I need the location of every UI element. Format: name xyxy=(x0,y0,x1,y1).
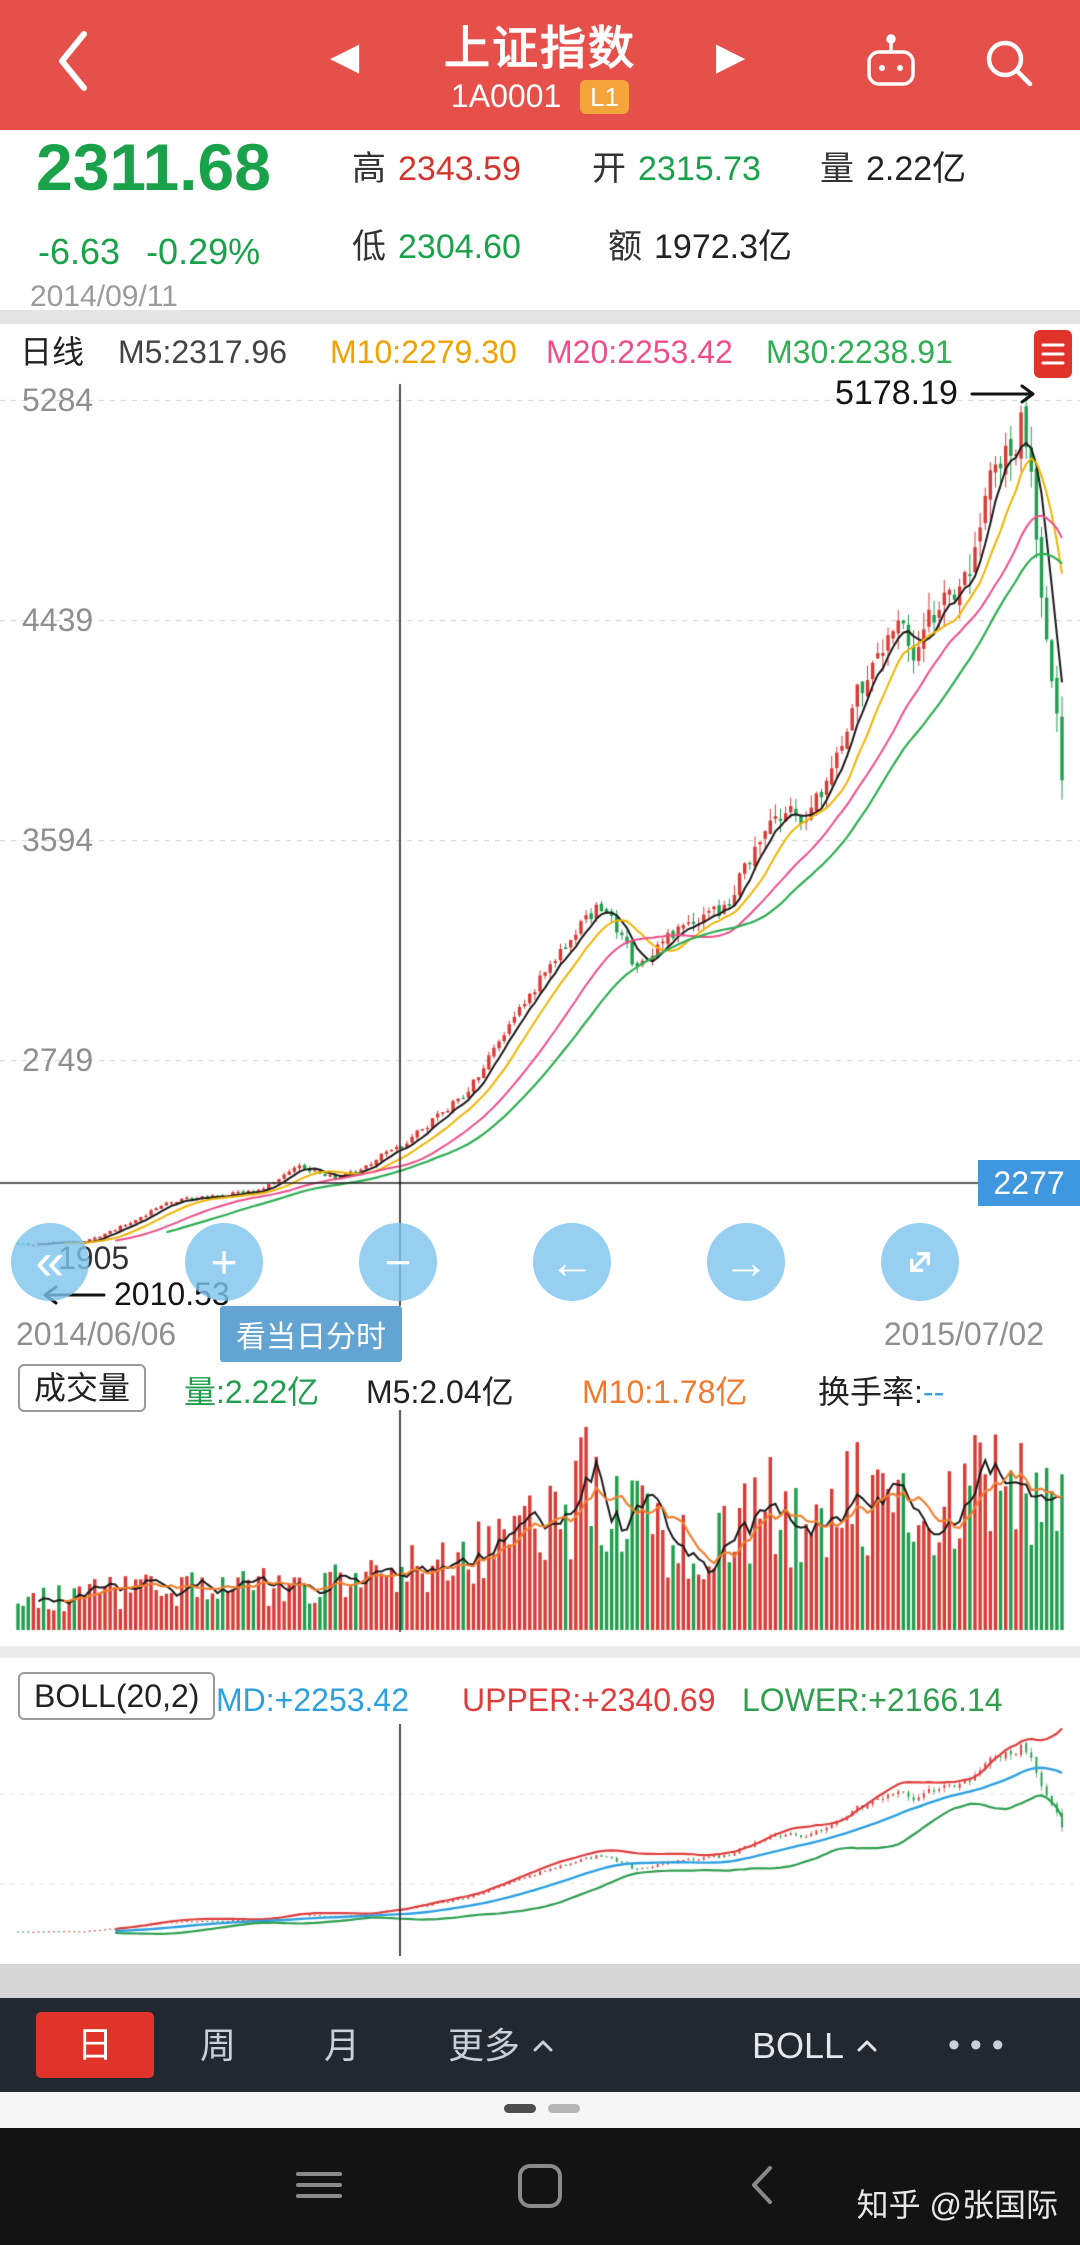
page-dot xyxy=(548,2104,580,2113)
turnover: 换手率:-- xyxy=(818,1376,944,1408)
amount-label: 额 xyxy=(608,228,642,266)
rewind-button[interactable]: « xyxy=(11,1223,89,1301)
boll-upper: UPPER:+2340.69 xyxy=(462,1682,716,1718)
home-icon[interactable] xyxy=(518,2164,562,2208)
system-nav-bar xyxy=(0,2128,1080,2245)
pan-left-button[interactable]: ← xyxy=(533,1223,611,1301)
ma20-value: M20:2253.42 xyxy=(546,334,733,370)
next-stock-icon[interactable]: ▶ xyxy=(716,36,746,78)
quote-open: 开 2315.73 xyxy=(592,152,761,186)
ma30-value: M30:2238.91 xyxy=(766,334,953,370)
page-indicator-strip xyxy=(0,2092,1080,2128)
header-bar: ◀ 上证指数 ▶ 1A0001 L1 xyxy=(0,0,1080,130)
quote-amount: 额 1972.3亿 xyxy=(608,230,792,264)
price-change: -6.63 xyxy=(38,231,121,272)
turnover-label: 换手率: xyxy=(818,1374,923,1410)
quote-date: 2014/09/11 xyxy=(30,280,178,313)
pan-right-button[interactable]: → xyxy=(707,1223,785,1301)
volume-ma10: M10:1.78亿 xyxy=(582,1374,748,1410)
page-dot-active xyxy=(504,2104,536,2113)
y-axis-label: 3594 xyxy=(22,822,94,858)
price-change-pct: -0.29% xyxy=(146,231,261,272)
ma5-value: M5:2317.96 xyxy=(118,334,288,370)
indicator-settings-badge[interactable] xyxy=(1034,330,1072,378)
y-axis-label: 5284 xyxy=(22,382,94,418)
y-axis-label: 4439 xyxy=(22,602,94,638)
back-chevron-icon[interactable] xyxy=(52,28,96,94)
indicator-selector[interactable]: BOLL xyxy=(752,2028,878,2064)
open-value: 2315.73 xyxy=(638,150,761,188)
tab-more-label: 更多 xyxy=(448,2025,521,2066)
boll-pane-title[interactable]: BOLL(20,2) xyxy=(18,1672,216,1720)
tab-day[interactable]: 日 xyxy=(36,2012,154,2078)
indicator-selector-label: BOLL xyxy=(752,2025,845,2066)
price-change-row: -6.63 -0.29% xyxy=(38,234,286,270)
prev-stock-icon[interactable]: ◀ xyxy=(330,36,360,78)
high-value: 2343.59 xyxy=(398,150,521,188)
arrow-right-icon xyxy=(970,384,1035,403)
main-chart-canvas[interactable] xyxy=(0,380,1080,1310)
divider-band xyxy=(0,310,1080,324)
search-icon[interactable] xyxy=(976,30,1042,96)
volume-ma5: M5:2.04亿 xyxy=(366,1374,514,1410)
zoom-in-button[interactable]: + xyxy=(185,1223,263,1301)
quote-grade-badge: L1 xyxy=(580,79,630,114)
quote-volume: 量 2.22亿 xyxy=(820,152,966,186)
tab-month[interactable]: 月 xyxy=(324,2025,361,2066)
chevron-up-icon xyxy=(857,2040,877,2052)
amount-value: 1972.3亿 xyxy=(654,228,792,266)
x-axis-date-start: 2014/06/06 xyxy=(16,1316,177,1352)
turnover-value: -- xyxy=(922,1374,945,1410)
last-price: 2311.68 xyxy=(36,130,271,204)
volume-pane-title[interactable]: 成交量 xyxy=(18,1364,147,1412)
open-label: 开 xyxy=(592,150,626,188)
low-label: 低 xyxy=(352,228,386,266)
zoom-out-button[interactable]: − xyxy=(359,1223,437,1301)
menu-icon[interactable] xyxy=(296,2172,342,2200)
boll-md: MD:+2253.42 xyxy=(216,1682,410,1718)
volume-label: 量 xyxy=(820,150,854,188)
quote-low: 低 2304.60 xyxy=(352,230,521,264)
boll-lower: LOWER:+2166.14 xyxy=(742,1682,1003,1718)
tab-more[interactable]: 更多 xyxy=(448,2028,554,2064)
y-axis-label: 2749 xyxy=(22,1042,94,1078)
pan-right-icon: → xyxy=(723,1236,769,1288)
peak-value: 5178.19 xyxy=(835,374,958,412)
period-label[interactable]: 日线 xyxy=(20,334,85,370)
volume-current: 量:2.22亿 xyxy=(184,1374,320,1410)
crosshair-price-badge: 2277 xyxy=(978,1160,1080,1206)
stock-code: 1A0001 xyxy=(450,78,562,115)
zoom-out-icon: − xyxy=(384,1236,412,1288)
pan-left-icon: ← xyxy=(549,1236,595,1288)
peak-annotation: 5178.19 xyxy=(835,374,1042,413)
stock-code-row: 1A0001 L1 xyxy=(0,76,1080,115)
volume-value: 2.22亿 xyxy=(866,150,967,188)
quote-high: 高 2343.59 xyxy=(352,152,521,186)
rewind-icon: « xyxy=(35,1233,65,1291)
chevron-up-icon xyxy=(533,2040,553,2052)
fullscreen-button[interactable] xyxy=(881,1223,959,1301)
divider-band xyxy=(0,1964,1080,1998)
assistant-robot-icon[interactable] xyxy=(856,28,926,98)
page-title: 上证指数 xyxy=(444,22,636,74)
more-options-icon[interactable]: ••• xyxy=(948,2026,1014,2064)
nav-back-icon[interactable] xyxy=(742,2164,784,2211)
intraday-view-button[interactable]: 看当日分时 xyxy=(220,1306,402,1362)
zoom-in-icon: + xyxy=(210,1236,238,1288)
divider-band xyxy=(0,1646,1080,1658)
tab-week[interactable]: 周 xyxy=(200,2025,237,2066)
x-axis-date-end: 2015/07/02 xyxy=(883,1316,1044,1352)
watermark: 知乎 @张国际 xyxy=(856,2187,1058,2223)
low-value: 2304.60 xyxy=(398,228,521,266)
boll-chart-canvas[interactable] xyxy=(0,1724,1080,1956)
ma10-value: M10:2279.30 xyxy=(330,334,517,370)
expand-diagonal-icon xyxy=(910,1252,930,1272)
volume-chart-canvas[interactable] xyxy=(0,1410,1080,1634)
high-label: 高 xyxy=(352,150,386,188)
